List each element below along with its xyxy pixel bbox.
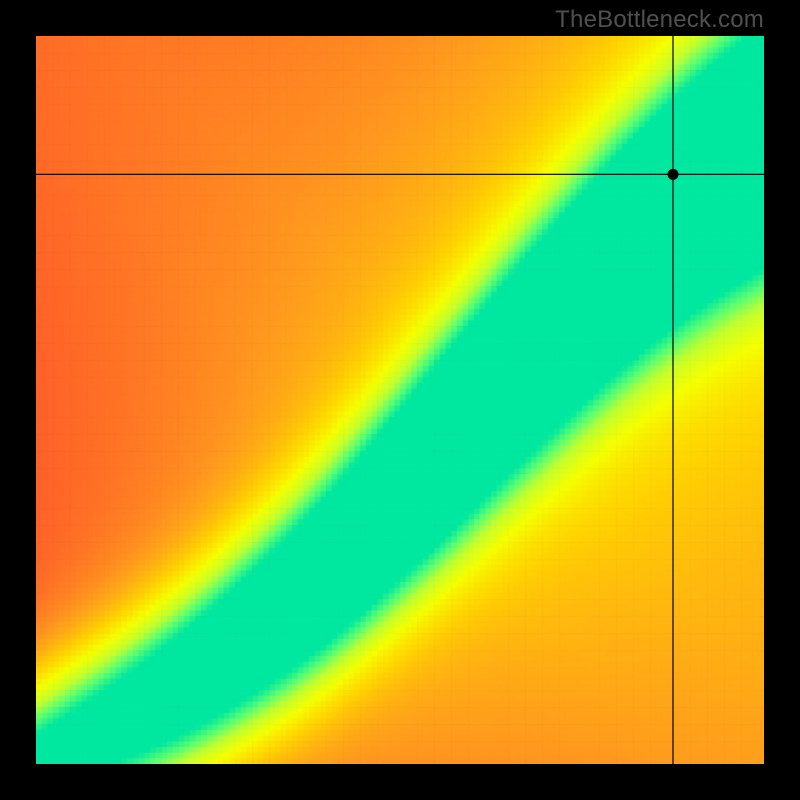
watermark-text: TheBottleneck.com bbox=[555, 6, 764, 34]
figure-container: TheBottleneck.com bbox=[0, 0, 800, 800]
heatmap-canvas bbox=[36, 36, 764, 764]
heatmap-plot bbox=[36, 36, 764, 764]
